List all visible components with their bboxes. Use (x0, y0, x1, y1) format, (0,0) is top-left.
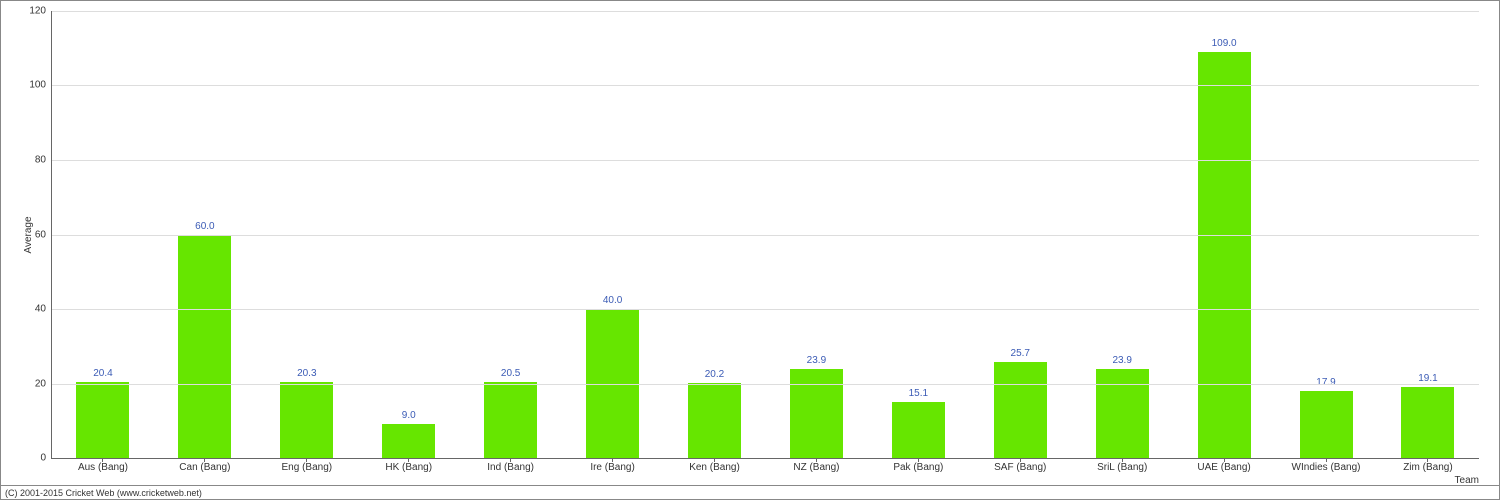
bar (178, 235, 231, 459)
x-tick-label: Ire (Bang) (590, 462, 634, 473)
bar-value-label: 60.0 (195, 221, 214, 232)
bar (1401, 387, 1454, 458)
x-tick-label: Can (Bang) (179, 462, 230, 473)
bar (1198, 52, 1251, 458)
x-tick-label: Zim (Bang) (1403, 462, 1452, 473)
y-axis-label: Average (23, 216, 34, 253)
bar-value-label: 20.2 (705, 369, 724, 380)
bar-value-label: 20.5 (501, 368, 520, 379)
bar-value-label: 23.9 (807, 355, 826, 366)
chart-container: Average Team 20.4Aus (Bang)60.0Can (Bang… (0, 0, 1500, 500)
copyright-footer: (C) 2001-2015 Cricket Web (www.cricketwe… (1, 485, 1499, 499)
x-tick-label: HK (Bang) (385, 462, 432, 473)
bar (892, 402, 945, 458)
x-tick-label: Eng (Bang) (282, 462, 333, 473)
x-tick-label: Ind (Bang) (487, 462, 534, 473)
x-tick-label: NZ (Bang) (793, 462, 839, 473)
plot-area: Average Team 20.4Aus (Bang)60.0Can (Bang… (51, 11, 1479, 459)
bar (382, 424, 435, 458)
gridline (52, 11, 1479, 12)
gridline (52, 309, 1479, 310)
bar-value-label: 40.0 (603, 295, 622, 306)
bar (76, 382, 129, 458)
bar-value-label: 25.7 (1011, 348, 1030, 359)
y-tick-label: 20 (35, 378, 52, 389)
gridline (52, 160, 1479, 161)
bar-value-label: 19.1 (1418, 373, 1437, 384)
bar-value-label: 20.4 (93, 368, 112, 379)
bar (1096, 369, 1149, 458)
x-tick-label: UAE (Bang) (1197, 462, 1250, 473)
y-tick-label: 100 (29, 80, 52, 91)
gridline (52, 85, 1479, 86)
bar (280, 382, 333, 458)
bar-value-label: 109.0 (1212, 38, 1237, 49)
x-tick-label: SriL (Bang) (1097, 462, 1147, 473)
x-tick-label: Ken (Bang) (689, 462, 740, 473)
y-tick-label: 120 (29, 6, 52, 17)
x-tick-label: Aus (Bang) (78, 462, 128, 473)
gridline (52, 384, 1479, 385)
bar-value-label: 15.1 (909, 388, 928, 399)
bar (994, 362, 1047, 458)
x-tick-label: WIndies (Bang) (1292, 462, 1361, 473)
bar (688, 383, 741, 458)
y-tick-label: 60 (35, 229, 52, 240)
bar-value-label: 9.0 (402, 410, 416, 421)
bar-value-label: 23.9 (1112, 355, 1131, 366)
y-tick-label: 80 (35, 154, 52, 165)
bar-value-label: 20.3 (297, 368, 316, 379)
x-tick-label: Pak (Bang) (893, 462, 943, 473)
x-tick-label: SAF (Bang) (994, 462, 1046, 473)
bar (484, 382, 537, 458)
y-tick-label: 0 (40, 453, 52, 464)
gridline (52, 235, 1479, 236)
bar (1300, 391, 1353, 458)
y-tick-label: 40 (35, 303, 52, 314)
bar (790, 369, 843, 458)
